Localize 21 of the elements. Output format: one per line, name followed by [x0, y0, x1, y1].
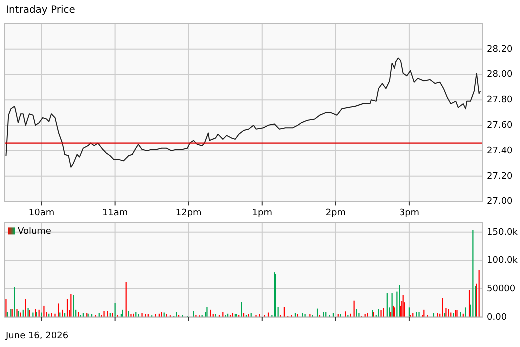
legend-label: Volume: [18, 227, 52, 238]
y-tick-label: 27.60: [487, 120, 514, 132]
y-tick-label: 27.20: [487, 172, 514, 182]
y-tick-label: 27.80: [487, 96, 514, 106]
y-tick-label: 28.00: [487, 70, 514, 80]
text: June 16, 2026: [5, 331, 69, 342]
line-series: [6, 58, 482, 168]
y-tick-label: 50000: [487, 284, 516, 294]
y-tick-label: 0.00: [487, 312, 508, 323]
x-tick-label: 11am: [102, 208, 128, 219]
y-tick-label: 27.40: [487, 146, 514, 156]
x-tick-label: 1pm: [252, 208, 272, 219]
x-tick-label: 2pm: [326, 208, 346, 219]
chart-title: Intraday Price: [6, 5, 76, 16]
y-tick-label: 100.0k: [487, 256, 519, 266]
x-tick-label: 10am: [28, 208, 55, 219]
y-tick-label: 28.20: [487, 44, 514, 55]
y-tick-label: 150.0k: [487, 228, 519, 238]
x-tick-label: 3pm: [399, 208, 420, 219]
x-tick-label: 12pm: [176, 208, 202, 219]
y-tick-label: 27.00: [487, 197, 514, 208]
